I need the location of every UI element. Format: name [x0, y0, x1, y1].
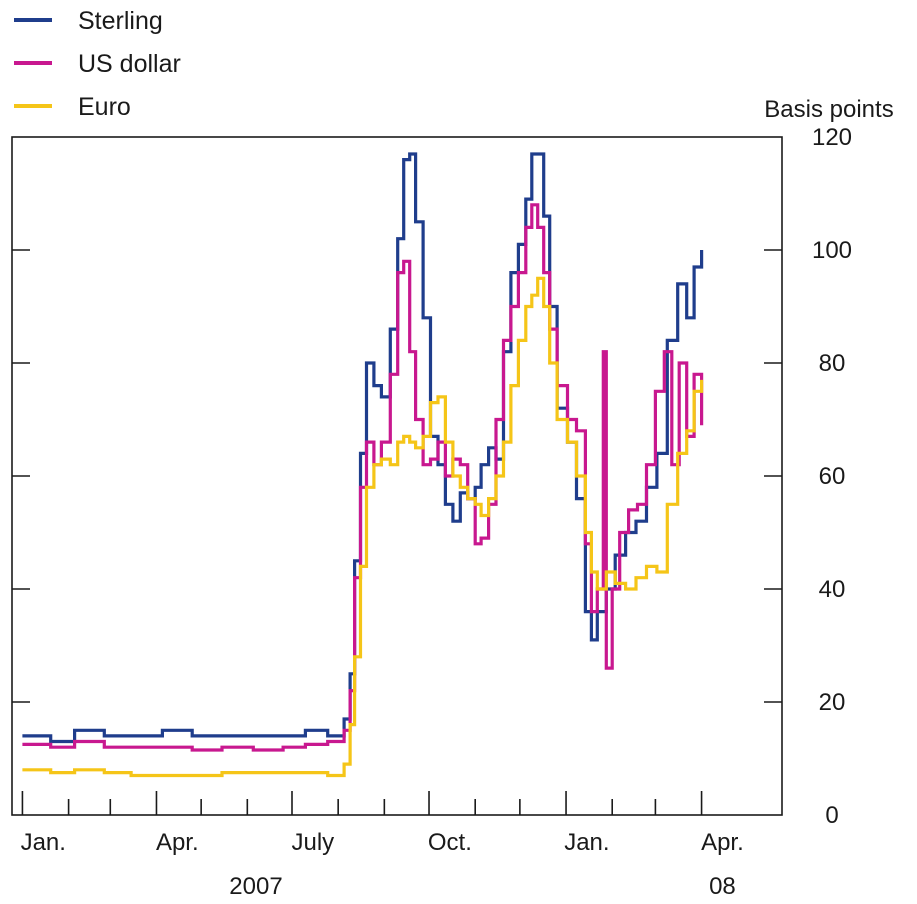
- legend-label: US dollar: [78, 50, 181, 78]
- year-label: 2007: [229, 873, 282, 900]
- y-tick-label: 0: [825, 802, 838, 829]
- x-tick-label: Oct.: [428, 829, 472, 856]
- series-line-us-dollar: [22, 203, 704, 752]
- legend: Sterling US dollar Euro: [14, 7, 181, 121]
- y-tick-label: 60: [819, 463, 846, 490]
- x-tick-label: Apr.: [701, 829, 744, 856]
- y-tick-label: 100: [812, 237, 852, 264]
- series-lines: [22, 152, 704, 778]
- x-tick-label: July: [292, 829, 335, 856]
- series-line-euro: [22, 276, 704, 778]
- x-tick-label: Apr.: [156, 829, 199, 856]
- y-tick-label: 120: [812, 124, 852, 151]
- x-axis: Jan. Apr. July Oct. Jan. Apr. 2007 08: [21, 791, 744, 900]
- y-tick-label: 20: [819, 689, 846, 716]
- unit-label: Basis points: [764, 96, 893, 123]
- y-tick-label: 40: [819, 576, 846, 603]
- x-tick-label: Jan.: [21, 829, 66, 856]
- x-tick-label: Jan.: [564, 829, 609, 856]
- y-axis: 0 20 40 60 80 100 120: [12, 124, 852, 829]
- year-label: 08: [709, 873, 736, 900]
- y-tick-label: 80: [819, 350, 846, 377]
- legend-label: Sterling: [78, 7, 163, 35]
- legend-label: Euro: [78, 93, 131, 121]
